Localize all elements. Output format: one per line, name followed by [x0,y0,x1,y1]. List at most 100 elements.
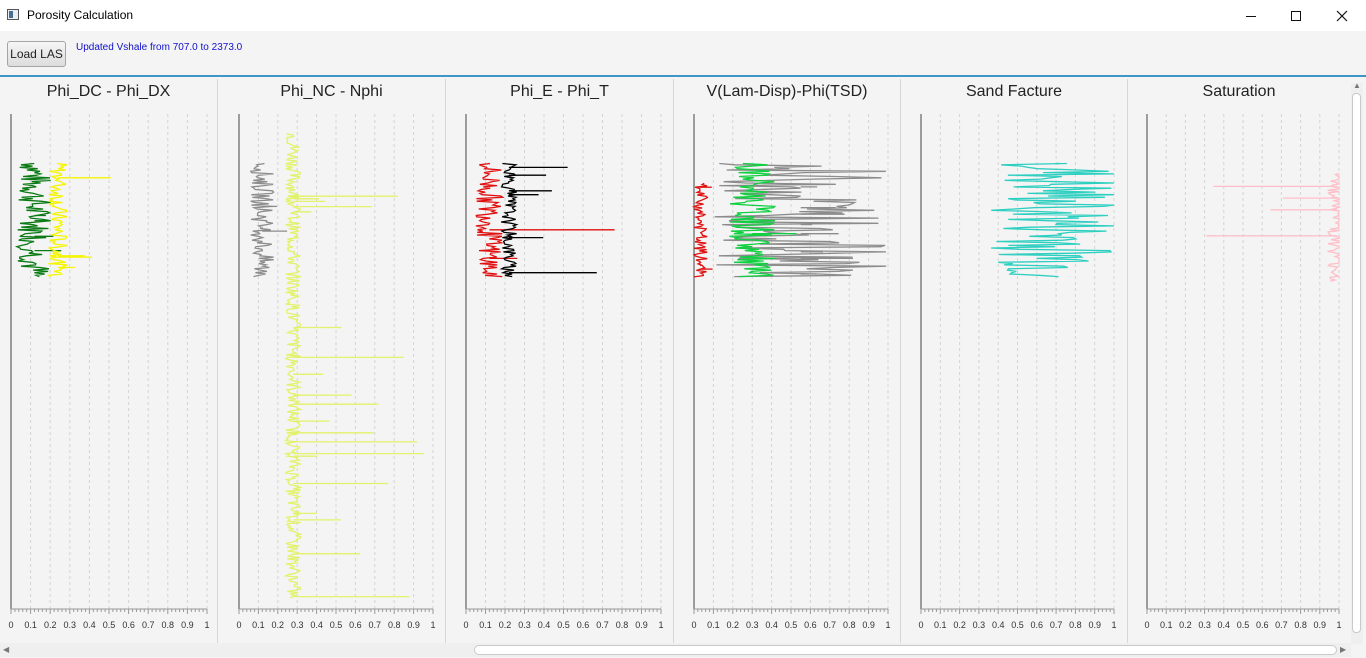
window-title: Porosity Calculation [27,8,134,22]
series-trace [475,162,505,278]
maximize-icon [1291,10,1301,21]
x-tick-label: 0.1 [252,620,265,630]
panel-divider [900,79,901,643]
x-tick-label: 0.5 [1011,620,1024,630]
x-tick-label: 0.1 [934,620,947,630]
panel-title-4: Sand Facture [965,83,1063,100]
x-tick-label: 0.4 [310,620,323,630]
scroll-left-icon[interactable]: ◀ [3,645,10,654]
series-trace [46,162,69,278]
panel-title-1: Phi_NC - Nphi [280,83,383,100]
x-tick-label: 1 [204,620,209,630]
app-icon [7,9,19,20]
x-tick-label: 0.1 [707,620,720,630]
x-tick-label: 0.1 [1160,620,1173,630]
x-tick-label: 0.7 [1050,620,1063,630]
panel-divider [673,79,674,643]
minimize-button[interactable] [1228,0,1274,31]
x-tick-label: 0 [1144,620,1149,630]
x-tick-label: 0.5 [103,620,116,630]
panel-title-5: Saturation [1202,83,1276,100]
x-tick-label: 0 [8,620,13,630]
x-tick-label: 0.8 [162,620,175,630]
x-tick-label: 1 [430,620,435,630]
x-tick-label: 0.5 [1237,620,1250,630]
load-las-button[interactable]: Load LAS [7,41,66,67]
series-trace [14,162,52,278]
toolbar: Load LAS Updated Vshale from 707.0 to 23… [0,31,1366,77]
panel-divider [217,79,218,643]
panel-divider [445,79,446,643]
charts-area: 0 0.1 0.2 0.3 0.4 0.5 0.6 0.7 0.8 0.9 1 0 0.1 0.2 0.3 0… [0,79,1366,658]
x-tick-label: 0.4 [765,620,778,630]
series-trace [1327,172,1342,282]
x-tick-label: 0.7 [824,620,837,630]
x-tick-label: 0.5 [557,620,570,630]
title-bar: Porosity Calculation [0,0,1366,31]
x-tick-label: 0.3 [291,620,304,630]
maximize-button[interactable] [1273,0,1319,31]
x-tick-label: 0.4 [538,620,551,630]
x-tick-label: 0.3 [64,620,77,630]
x-tick-label: 0.9 [635,620,648,630]
close-button[interactable] [1319,0,1365,31]
x-tick-label: 0.8 [616,620,629,630]
panel-title-2: Phi_E - Phi_T [510,83,609,100]
x-tick-label: 0.2 [272,620,285,630]
x-tick-label: 0.9 [181,620,194,630]
x-tick-label: 0.1 [24,620,37,630]
horizontal-scrollbar[interactable]: ◀ ▶ [0,643,1351,657]
vertical-scrollbar[interactable]: ▲ [1351,81,1363,644]
x-tick-label: 0.6 [122,620,135,630]
x-tick-label: 1 [1336,620,1341,630]
x-tick-label: 0.9 [1088,620,1101,630]
series-trace [283,133,303,599]
minimize-icon [1246,15,1256,17]
x-tick-label: 0 [236,620,241,630]
x-tick-label: 0.6 [1256,620,1269,630]
x-tick-label: 1 [885,620,890,630]
series-trace [991,162,1115,278]
series-trace [729,162,777,278]
x-tick-label: 1 [658,620,663,630]
series-trace [499,162,519,278]
x-tick-label: 0.6 [577,620,590,630]
x-tick-label: 0.2 [953,620,966,630]
x-tick-label: 0.4 [83,620,96,630]
x-tick-label: 0.9 [407,620,420,630]
series-trace [691,182,709,278]
x-tick-label: 0.6 [804,620,817,630]
x-tick-label: 0.2 [1179,620,1192,630]
x-tick-label: 0.8 [388,620,401,630]
x-tick-label: 0.7 [596,620,609,630]
x-tick-label: 0.7 [369,620,382,630]
x-tick-label: 0.3 [1198,620,1211,630]
x-tick-label: 0.5 [785,620,798,630]
x-tick-label: 0.6 [349,620,362,630]
x-tick-label: 0.1 [479,620,492,630]
series-trace [249,162,275,278]
x-tick-label: 0.2 [499,620,512,630]
scroll-right-icon[interactable]: ▶ [1340,645,1347,654]
scroll-up-icon[interactable]: ▲ [1353,81,1361,90]
x-tick-label: 0.4 [1218,620,1231,630]
x-tick-label: 0.6 [1031,620,1044,630]
x-tick-label: 0.3 [746,620,759,630]
x-tick-label: 1 [1111,620,1116,630]
x-tick-label: 0.9 [862,620,875,630]
panel-title-3: V(Lam-Disp)-Phi(TSD) [706,83,868,100]
x-tick-label: 0.3 [973,620,986,630]
horizontal-scroll-thumb[interactable] [474,645,1337,655]
x-tick-label: 0.5 [330,620,343,630]
x-tick-label: 0.3 [518,620,531,630]
close-icon [1336,10,1348,21]
status-text: Updated Vshale from 707.0 to 2373.0 [76,42,243,53]
x-tick-label: 0.2 [727,620,740,630]
x-tick-label: 0.8 [843,620,856,630]
vertical-scroll-thumb[interactable] [1352,93,1361,633]
x-tick-label: 0.7 [142,620,155,630]
x-tick-label: 0.8 [1069,620,1082,630]
x-tick-label: 0 [918,620,923,630]
x-tick-label: 0.2 [44,620,57,630]
x-tick-label: 0 [463,620,468,630]
